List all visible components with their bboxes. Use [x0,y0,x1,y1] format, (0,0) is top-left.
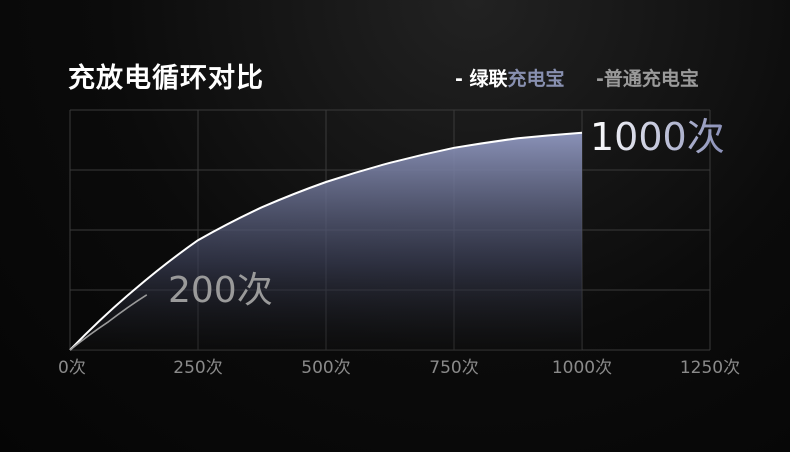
series-line-ugreen [69,131,583,351]
x-tick-label: 500次 [301,358,350,378]
x-tick-label: 250次 [173,358,222,378]
x-tick-label: 0次 [58,358,86,378]
area-fill-ugreen [70,132,582,350]
legend-label-a: 绿联 [469,68,508,90]
legend-item-ugreen: - 绿联充电宝 [455,64,565,91]
legend-marker: - [455,68,463,90]
legend-item-normal: -普通充电宝 [596,64,699,91]
legend-marker: - [596,68,604,90]
series-line-normal [69,294,148,351]
legend-label-b: 充电宝 [507,68,565,90]
x-tick-label: 1250次 [680,358,740,378]
legend-label: 普通充电宝 [603,68,699,90]
chart-title: 充放电循环对比 [68,63,264,94]
x-tick-label: 1000次 [552,358,612,378]
x-tick-label: 750次 [429,358,478,378]
annotation-1000: 1000次 [590,115,725,159]
annotation-200: 200次 [168,270,273,311]
